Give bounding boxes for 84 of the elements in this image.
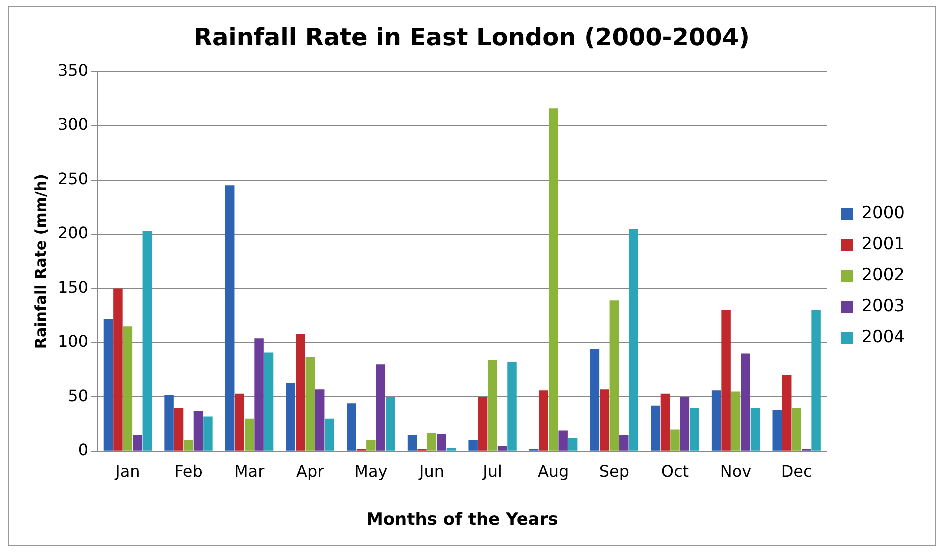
bar bbox=[123, 326, 133, 451]
bar bbox=[296, 334, 306, 451]
legend-label: 2002 bbox=[862, 265, 905, 286]
y-tick-label: 100 bbox=[58, 332, 89, 352]
y-tick-label: 0 bbox=[78, 440, 89, 460]
bar bbox=[244, 418, 254, 451]
bar bbox=[264, 352, 274, 451]
bar bbox=[731, 392, 741, 451]
bar bbox=[722, 310, 731, 451]
bar bbox=[680, 397, 690, 451]
x-tick-label: Apr bbox=[296, 462, 325, 482]
bar bbox=[376, 364, 386, 451]
bar bbox=[164, 395, 174, 451]
bar bbox=[306, 357, 315, 451]
bar bbox=[225, 186, 235, 451]
bar bbox=[610, 300, 620, 451]
legend-label: 2004 bbox=[862, 327, 905, 348]
bar bbox=[568, 438, 578, 451]
bar bbox=[142, 231, 152, 451]
bar bbox=[792, 408, 802, 451]
bar bbox=[366, 440, 376, 451]
x-tick-label: Feb bbox=[174, 462, 203, 482]
bar bbox=[468, 440, 478, 451]
legend-label: 2003 bbox=[862, 296, 905, 316]
x-tick-label: Nov bbox=[720, 462, 752, 482]
bar bbox=[478, 397, 488, 451]
bar bbox=[184, 440, 194, 451]
bar bbox=[286, 383, 296, 451]
bar bbox=[629, 229, 638, 451]
x-tick-label: Dec bbox=[781, 462, 812, 482]
bar bbox=[651, 406, 660, 451]
bar bbox=[812, 310, 821, 451]
bar bbox=[498, 446, 508, 451]
x-tick-label: May bbox=[354, 462, 388, 482]
bar bbox=[325, 418, 334, 451]
bar bbox=[772, 410, 782, 451]
bar bbox=[386, 397, 396, 451]
x-tick-label: Oct bbox=[661, 462, 690, 482]
bar bbox=[690, 408, 700, 451]
bar bbox=[539, 390, 548, 451]
bar bbox=[315, 390, 325, 451]
bar bbox=[620, 435, 629, 451]
x-tick-label: Jun bbox=[418, 462, 444, 482]
bar bbox=[194, 411, 204, 451]
bar bbox=[600, 390, 610, 451]
chart-title: Rainfall Rate in East London (2000-2004) bbox=[194, 24, 750, 52]
x-tick-label: Aug bbox=[538, 462, 570, 482]
bar bbox=[590, 349, 600, 451]
y-tick-label: 150 bbox=[58, 278, 89, 297]
bar bbox=[741, 354, 750, 451]
y-tick-label: 200 bbox=[58, 224, 89, 243]
bar bbox=[408, 435, 418, 451]
x-tick-label: Jan bbox=[114, 462, 140, 482]
y-tick-label: 350 bbox=[58, 60, 89, 80]
bar bbox=[235, 394, 244, 451]
y-axis-title: Rainfall Rate (mm/h) bbox=[32, 174, 50, 350]
legend-label: 2000 bbox=[862, 203, 905, 224]
y-tick-label: 50 bbox=[68, 386, 89, 406]
bar bbox=[254, 338, 264, 451]
bar bbox=[204, 416, 213, 451]
bar bbox=[446, 448, 456, 451]
bar bbox=[782, 375, 792, 451]
bar bbox=[548, 108, 558, 451]
bar bbox=[427, 432, 437, 451]
bar bbox=[488, 360, 498, 451]
x-tick-label: Mar bbox=[234, 462, 266, 482]
x-tick-label: Sep bbox=[599, 462, 630, 482]
bar bbox=[133, 435, 142, 451]
bar bbox=[104, 319, 114, 451]
bar bbox=[660, 394, 670, 451]
bar bbox=[508, 362, 517, 451]
bar bbox=[558, 430, 568, 451]
bar bbox=[347, 404, 356, 451]
x-axis-title: Months of the Years bbox=[366, 510, 558, 530]
bar bbox=[712, 390, 722, 451]
bar bbox=[114, 288, 123, 451]
bar bbox=[174, 408, 184, 451]
legend-label: 2001 bbox=[862, 234, 905, 254]
bar bbox=[750, 408, 760, 451]
y-tick-label: 300 bbox=[58, 115, 89, 134]
bar bbox=[437, 434, 446, 451]
x-tick-label: Jul bbox=[482, 462, 502, 482]
y-tick-label: 250 bbox=[58, 169, 89, 188]
bar bbox=[670, 430, 680, 451]
